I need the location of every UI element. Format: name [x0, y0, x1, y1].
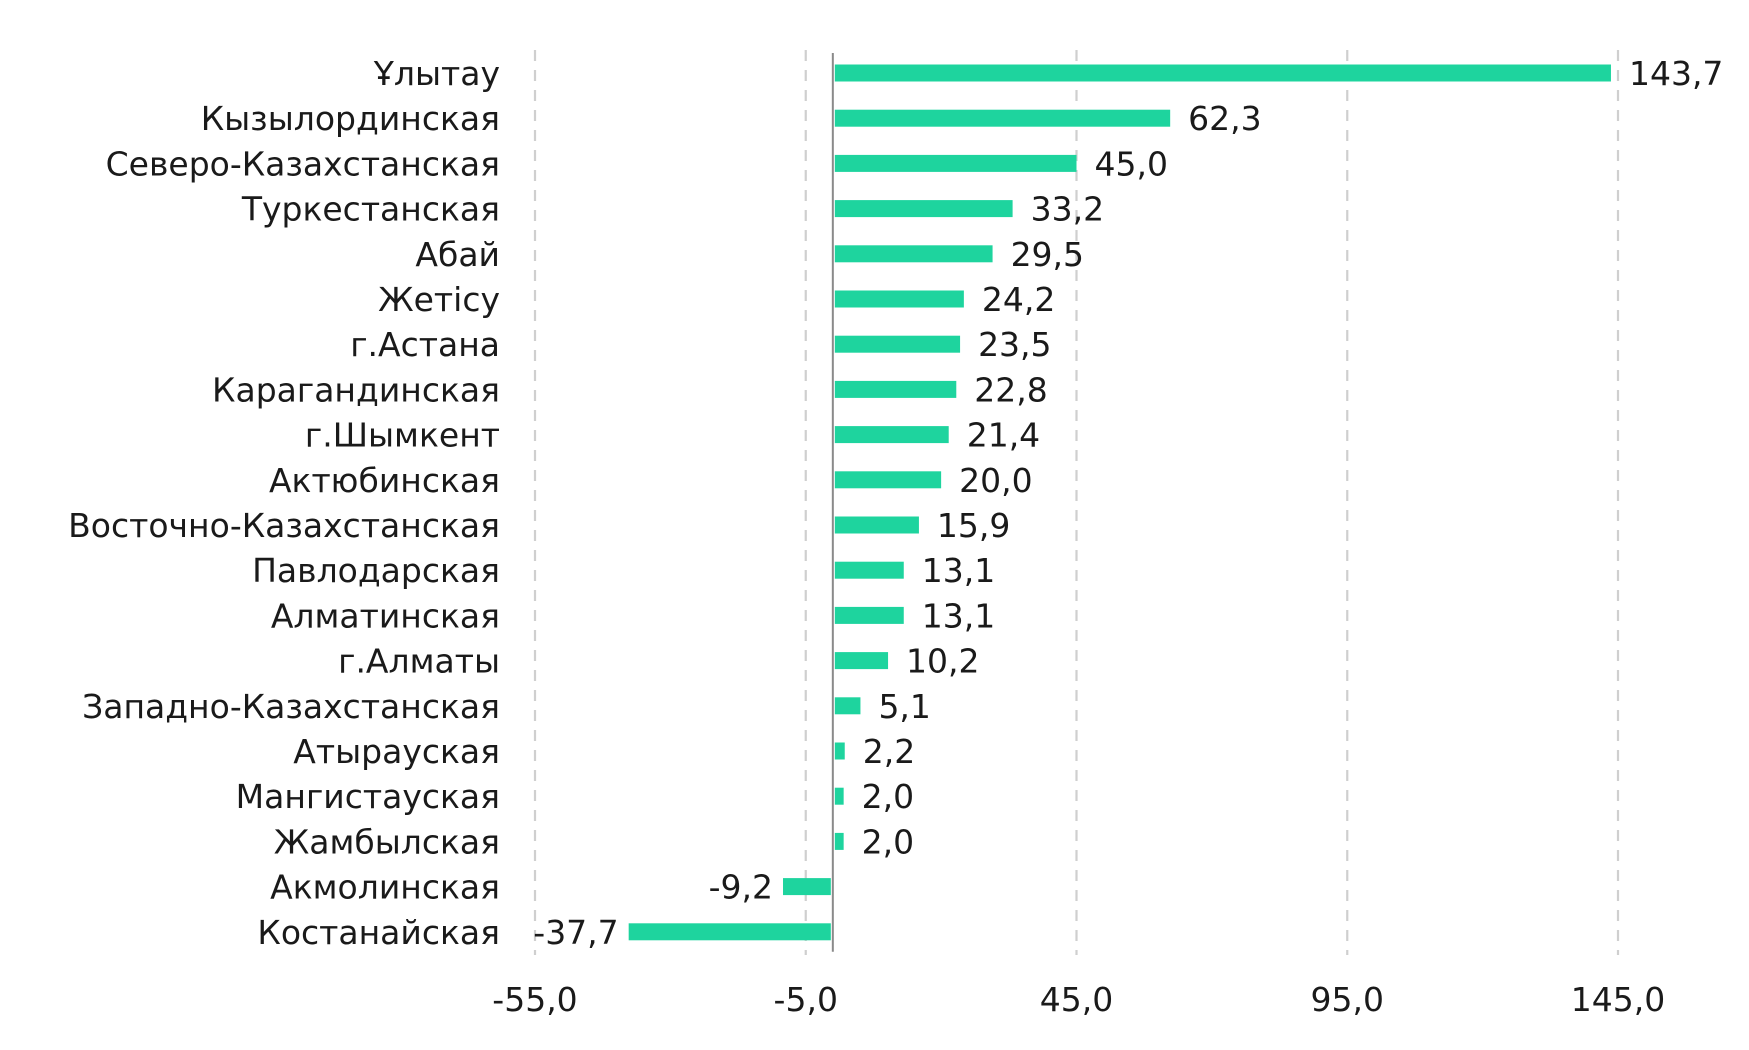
category-label: Павлодарская	[252, 551, 500, 590]
category-label: Восточно-Казахстанская	[68, 506, 500, 545]
category-label: Туркестанская	[241, 190, 500, 229]
value-label: 2,0	[862, 822, 914, 861]
category-label: Жамбылская	[274, 822, 500, 861]
x-tick-label: 95,0	[1311, 980, 1384, 1019]
category-label: Мангистауская	[236, 777, 500, 816]
value-label: 5,1	[878, 687, 930, 726]
value-label: 29,5	[1011, 235, 1084, 274]
bar	[834, 742, 845, 760]
value-label: 33,2	[1031, 190, 1104, 229]
bar	[834, 471, 942, 489]
value-label: 23,5	[978, 325, 1051, 364]
value-label: 62,3	[1188, 99, 1261, 138]
value-label: 13,1	[922, 596, 995, 635]
x-axis-tick-labels: -55,0 -5,0 45,0 95,0 145,0	[492, 980, 1665, 1019]
gridlines	[533, 50, 1620, 955]
category-label: г.Алматы	[338, 642, 500, 681]
category-label: Жетісу	[378, 280, 500, 319]
bars	[628, 64, 1611, 941]
value-label: 15,9	[937, 506, 1010, 545]
value-label: 45,0	[1095, 144, 1168, 183]
bar	[834, 154, 1077, 172]
category-label: Кызылординская	[201, 99, 500, 138]
category-label: Западно-Казахстанская	[82, 687, 500, 726]
x-tick-label: -5,0	[774, 980, 838, 1019]
bar	[834, 606, 904, 624]
bar	[834, 64, 1611, 82]
value-label: 143,7	[1629, 54, 1723, 93]
x-tick-label: -55,0	[492, 980, 577, 1019]
bar	[834, 561, 904, 579]
value-label: 24,2	[982, 280, 1055, 319]
category-label: Костанайская	[257, 913, 500, 952]
bar	[834, 787, 844, 805]
value-label: -9,2	[709, 868, 773, 907]
category-label: г.Астана	[350, 325, 500, 364]
bar	[628, 923, 831, 941]
category-label: Абай	[415, 235, 500, 274]
x-tick-label: 145,0	[1571, 980, 1665, 1019]
bar	[783, 878, 831, 896]
x-tick-label: 45,0	[1040, 980, 1113, 1019]
bar	[834, 200, 1013, 218]
bar	[834, 697, 861, 715]
value-label: 2,2	[863, 732, 915, 771]
category-label: Карагандинская	[212, 370, 500, 409]
value-label: 13,1	[922, 551, 995, 590]
bar	[834, 290, 964, 308]
value-label: 20,0	[959, 461, 1032, 500]
bar	[834, 380, 957, 398]
bar	[834, 109, 1171, 127]
value-label: -37,7	[533, 913, 618, 952]
value-label: 21,4	[967, 416, 1040, 455]
category-labels: Ұлытау Кызылординская Северо-Казахстанская…	[68, 54, 500, 952]
bar	[834, 426, 949, 444]
bar	[834, 335, 961, 353]
category-label: Алматинская	[271, 596, 500, 635]
category-label: Северо-Казахстанская	[106, 144, 500, 183]
bar	[834, 652, 889, 670]
value-labels: 143,7 62,3 45,0 33,2 29,5 24,2 23,5 22,8 21,4 20,…	[533, 54, 1723, 952]
bar	[834, 832, 844, 850]
category-label: Акмолинская	[270, 868, 500, 907]
category-label: Ұлытау	[373, 54, 500, 93]
category-label: г.Шымкент	[305, 416, 500, 455]
value-label: 10,2	[906, 642, 979, 681]
value-label: 2,0	[862, 777, 914, 816]
bar	[834, 245, 993, 263]
value-label: 22,8	[974, 370, 1047, 409]
category-label: Актюбинская	[269, 461, 500, 500]
bar	[834, 516, 919, 534]
category-label: Атырауская	[293, 732, 500, 771]
